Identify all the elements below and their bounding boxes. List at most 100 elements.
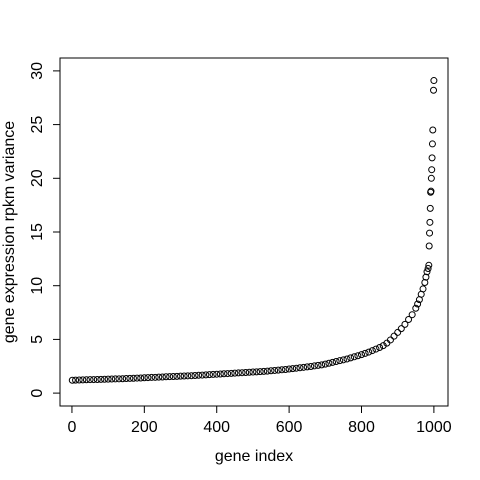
point: [354, 352, 362, 360]
point: [93, 375, 101, 383]
point: [285, 365, 293, 373]
point: [318, 361, 326, 369]
point: [249, 368, 257, 376]
point: [430, 86, 438, 94]
point: [184, 372, 192, 380]
point: [368, 347, 376, 355]
point: [213, 370, 221, 378]
y-tick-label: 0: [29, 389, 46, 398]
point: [289, 365, 297, 373]
point: [97, 375, 105, 383]
point: [425, 242, 433, 250]
point: [281, 365, 289, 373]
point: [292, 364, 300, 372]
point: [245, 368, 253, 376]
point: [428, 140, 436, 148]
point: [274, 366, 282, 374]
point: [401, 320, 409, 328]
y-tick-label: 10: [29, 277, 46, 295]
point: [361, 349, 369, 357]
point: [408, 311, 416, 319]
x-tick-label: 800: [348, 419, 375, 436]
point: [140, 374, 148, 382]
point: [339, 356, 347, 364]
point: [428, 166, 436, 174]
point: [267, 367, 275, 375]
point: [224, 370, 232, 378]
point: [169, 372, 177, 380]
point: [202, 371, 210, 379]
point: [271, 366, 279, 374]
point: [350, 353, 358, 361]
point: [332, 358, 340, 366]
point: [426, 229, 434, 237]
point: [329, 358, 337, 366]
point: [347, 354, 355, 362]
point: [220, 370, 228, 378]
point: [238, 369, 246, 377]
point: [253, 368, 261, 376]
point: [278, 366, 286, 374]
point: [198, 371, 206, 379]
point: [79, 376, 87, 384]
point: [428, 154, 436, 162]
point: [296, 364, 304, 372]
point: [336, 357, 344, 365]
point: [234, 369, 242, 377]
point: [126, 374, 134, 382]
point: [111, 375, 119, 383]
point: [372, 345, 380, 353]
point: [209, 370, 217, 378]
point: [72, 376, 80, 384]
point: [231, 369, 239, 377]
point: [101, 375, 109, 383]
point: [386, 336, 394, 344]
point: [151, 373, 159, 381]
point: [148, 373, 156, 381]
x-tick-label: 200: [131, 419, 158, 436]
point: [307, 362, 315, 370]
point: [68, 376, 76, 384]
point: [122, 375, 130, 383]
y-axis-label: gene expression rpkm variance: [1, 121, 18, 343]
point: [325, 359, 333, 367]
point: [397, 325, 405, 333]
point: [86, 376, 94, 384]
point: [310, 362, 318, 370]
point: [187, 372, 195, 380]
point: [205, 371, 213, 379]
point: [427, 187, 435, 195]
y-tick-label: 25: [29, 116, 46, 134]
point: [405, 316, 413, 324]
point: [343, 355, 351, 363]
point: [394, 328, 402, 336]
x-tick-label: 1000: [416, 419, 452, 436]
x-axis-label: gene index: [215, 448, 293, 465]
point: [195, 371, 203, 379]
point: [263, 367, 271, 375]
point: [414, 300, 422, 308]
point: [426, 204, 434, 212]
point: [180, 372, 188, 380]
point: [427, 174, 435, 182]
point: [429, 126, 437, 134]
point: [137, 374, 145, 382]
plot-box: [59, 57, 449, 407]
x-tick-label: 400: [203, 419, 230, 436]
point: [430, 77, 438, 85]
point: [191, 371, 199, 379]
point: [166, 373, 174, 381]
point: [426, 218, 434, 226]
point: [133, 374, 141, 382]
point: [424, 265, 432, 273]
point: [144, 374, 152, 382]
y-tick-label: 5: [29, 335, 46, 344]
point: [82, 376, 90, 384]
point: [115, 375, 123, 383]
point: [162, 373, 170, 381]
y-tick-label: 20: [29, 169, 46, 187]
point: [412, 304, 420, 312]
point: [303, 363, 311, 371]
